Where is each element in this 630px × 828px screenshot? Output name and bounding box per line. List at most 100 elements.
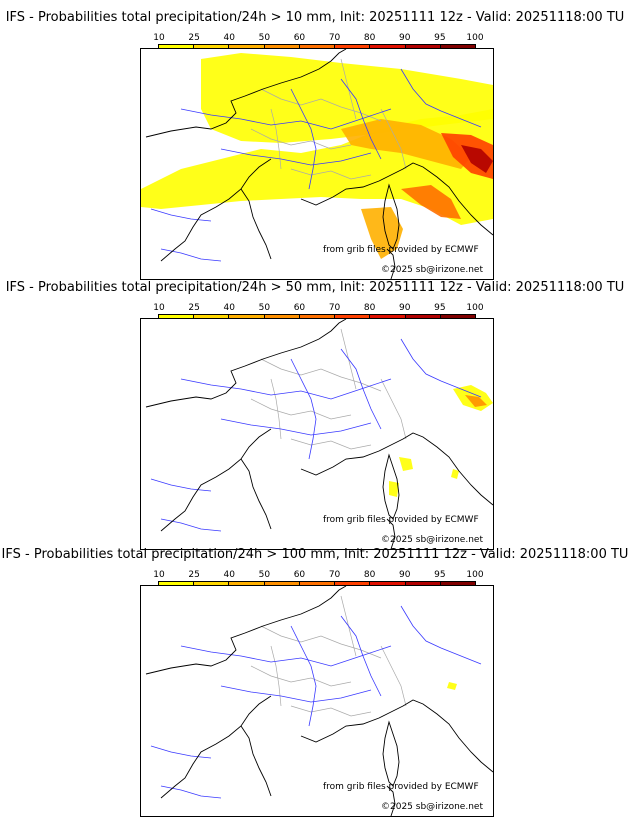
panel-title: IFS - Probabilities total precipitation/… bbox=[5, 280, 625, 295]
legend-tick-label: 60 bbox=[293, 303, 306, 313]
admin-border bbox=[290, 705, 372, 717]
coastline bbox=[160, 695, 272, 799]
river bbox=[220, 685, 372, 703]
legend-tick-label: 100 bbox=[466, 33, 484, 43]
copyright-credit: ©2025 sb@irizone.net bbox=[381, 265, 483, 275]
coastline bbox=[160, 428, 272, 532]
river bbox=[150, 478, 212, 492]
admin-border bbox=[250, 128, 352, 150]
admin-border bbox=[290, 168, 372, 180]
admin-border bbox=[260, 358, 382, 392]
river bbox=[400, 605, 482, 665]
legend-tick-label: 40 bbox=[223, 303, 235, 313]
panel-title: IFS - Probabilities total precipitation/… bbox=[5, 10, 625, 25]
probability-map-100mm: from grib files provided by ECMWF ©2025 s… bbox=[140, 585, 494, 817]
river bbox=[160, 518, 222, 532]
legend-tick-label: 95 bbox=[434, 33, 446, 43]
panel-100mm: IFS - Probabilities total precipitation/… bbox=[0, 547, 630, 817]
legend-tick-label: 90 bbox=[399, 570, 411, 580]
legend-tick-label: 95 bbox=[434, 303, 446, 313]
probability-map-10mm: from grib files provided by ECMWF ©2025 s… bbox=[140, 48, 494, 280]
river bbox=[220, 148, 372, 166]
legend-tick-label: 100 bbox=[466, 570, 484, 580]
legend-tick-label: 25 bbox=[188, 570, 200, 580]
river bbox=[160, 785, 222, 799]
legend-tick-label: 25 bbox=[188, 303, 200, 313]
legend-tick-label: 70 bbox=[328, 570, 341, 580]
precip-area bbox=[461, 145, 493, 173]
river bbox=[220, 418, 372, 436]
legend-tick-label: 50 bbox=[258, 570, 271, 580]
legend-tick-label: 50 bbox=[258, 303, 271, 313]
river bbox=[290, 358, 317, 460]
river bbox=[180, 108, 392, 130]
legend-tick-label: 50 bbox=[258, 33, 271, 43]
coastline bbox=[382, 183, 400, 250]
source-credit: from grib files provided by ECMWF bbox=[323, 515, 479, 525]
source-credit: from grib files provided by ECMWF bbox=[323, 245, 479, 255]
copyright-credit: ©2025 sb@irizone.net bbox=[381, 535, 483, 545]
admin-border bbox=[380, 108, 407, 170]
admin-border bbox=[380, 378, 407, 440]
legend-tick-label: 40 bbox=[223, 33, 235, 43]
precip-area bbox=[399, 457, 413, 471]
precip-area bbox=[451, 469, 459, 479]
river bbox=[180, 378, 392, 400]
coastline bbox=[240, 725, 272, 797]
precip-area bbox=[361, 207, 403, 259]
admin-border bbox=[290, 438, 372, 450]
copyright-credit: ©2025 sb@irizone.net bbox=[381, 802, 483, 812]
river bbox=[400, 338, 482, 398]
legend-tick-label: 90 bbox=[399, 303, 411, 313]
panel-title: IFS - Probabilities total precipitation/… bbox=[1, 547, 629, 562]
legend-tick-label: 80 bbox=[363, 570, 376, 580]
river bbox=[180, 645, 392, 667]
precip-area bbox=[341, 119, 471, 169]
legend-tick-label: 40 bbox=[223, 570, 235, 580]
admin-border bbox=[250, 665, 352, 687]
probability-map-50mm: from grib files provided by ECMWF ©2025 s… bbox=[140, 318, 494, 550]
coastline bbox=[386, 785, 396, 816]
river bbox=[400, 68, 482, 128]
coastline bbox=[160, 158, 272, 262]
legend-tick-label: 10 bbox=[153, 570, 165, 580]
coastline bbox=[240, 188, 272, 260]
coastline bbox=[300, 699, 493, 773]
source-credit: from grib files provided by ECMWF bbox=[323, 782, 479, 792]
legend-tick-label: 95 bbox=[434, 570, 446, 580]
coastline bbox=[240, 458, 272, 530]
river bbox=[150, 745, 212, 759]
legend-tick-label: 10 bbox=[153, 303, 165, 313]
panel-50mm: IFS - Probabilities total precipitation/… bbox=[0, 280, 630, 550]
river bbox=[340, 615, 382, 697]
river bbox=[340, 78, 382, 160]
coastline bbox=[300, 162, 493, 236]
admin-border bbox=[380, 645, 407, 707]
precip-area bbox=[401, 185, 461, 219]
panel-10mm: IFS - Probabilities total precipitation/… bbox=[0, 10, 630, 280]
legend-tick-label: 80 bbox=[363, 303, 376, 313]
admin-border bbox=[270, 378, 282, 440]
coastline bbox=[386, 518, 396, 549]
river bbox=[290, 625, 317, 727]
legend-tick-label: 70 bbox=[328, 33, 341, 43]
map-svg bbox=[145, 319, 493, 549]
coastline bbox=[382, 720, 400, 787]
coastline bbox=[386, 248, 396, 279]
coastline bbox=[300, 432, 493, 506]
map-svg bbox=[145, 586, 493, 816]
coastline bbox=[145, 586, 347, 675]
legend-tick-label: 100 bbox=[466, 303, 484, 313]
legend-tick-label: 25 bbox=[188, 33, 200, 43]
coastline bbox=[145, 49, 347, 138]
river bbox=[160, 248, 222, 262]
map-svg bbox=[141, 49, 493, 279]
precip-area bbox=[447, 682, 457, 690]
admin-border bbox=[270, 645, 282, 707]
admin-border bbox=[260, 625, 382, 659]
river bbox=[290, 88, 317, 190]
coastline bbox=[382, 453, 400, 520]
precip-area bbox=[465, 395, 487, 407]
precip-area bbox=[389, 481, 399, 497]
legend-tick-label: 90 bbox=[399, 33, 411, 43]
